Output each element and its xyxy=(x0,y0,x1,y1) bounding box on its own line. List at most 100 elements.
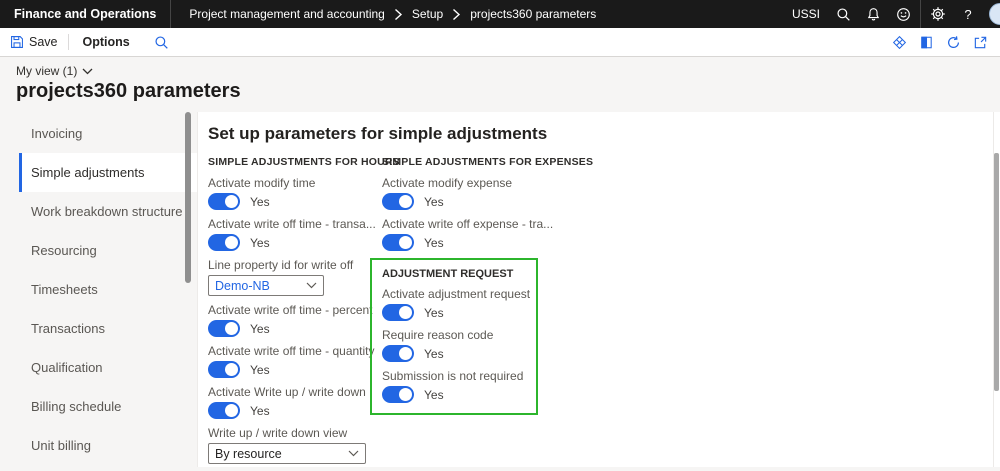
toggle-activate-write-up-write-down[interactable] xyxy=(208,402,240,419)
chevron-down-icon xyxy=(306,282,317,289)
field-label: Submission is not required xyxy=(382,369,524,383)
adjustment-request-group: ADJUSTMENT REQUEST Activate adjustment r… xyxy=(370,258,538,415)
page-title: projects360 parameters xyxy=(16,80,241,102)
column-header-expenses: SIMPLE ADJUSTMENTS FOR EXPENSES xyxy=(382,156,594,168)
vertical-tab-list: Invoicing Simple adjustments Work breakd… xyxy=(0,112,197,467)
field-label: Activate modify expense xyxy=(382,176,513,190)
search-icon[interactable] xyxy=(828,0,858,28)
sidebar-item-billing-schedule[interactable]: Billing schedule xyxy=(31,399,122,414)
options-menu-button[interactable]: Options xyxy=(82,35,130,49)
sidebar-item-work-breakdown-structure[interactable]: Work breakdown structure xyxy=(31,204,183,219)
sidebar-item-unit-billing[interactable]: Unit billing xyxy=(31,438,91,453)
save-button[interactable]: Save xyxy=(0,28,68,56)
toggle-require-reason-code[interactable] xyxy=(382,345,414,362)
environment-label[interactable]: USSI xyxy=(791,7,820,21)
chevron-down-icon xyxy=(348,450,359,457)
sidebar-item-transactions[interactable]: Transactions xyxy=(31,321,105,336)
topbar-divider xyxy=(920,0,921,28)
breadcrumb-page[interactable]: projects360 parameters xyxy=(470,7,597,21)
save-icon xyxy=(10,35,24,49)
toggle-submission-not-required[interactable] xyxy=(382,386,414,403)
view-selector[interactable]: My view (1) xyxy=(16,64,93,78)
actionbar-right-icons xyxy=(892,35,1000,50)
toggle-value: Yes xyxy=(424,235,444,250)
view-selector-label: My view (1) xyxy=(16,64,78,78)
line-property-combobox[interactable]: Demo-NB xyxy=(208,275,324,296)
field-label: Activate write off expense - tra... xyxy=(382,217,554,231)
toggle-value: Yes xyxy=(424,346,444,361)
field-line-property-id: Line property id for write off Demo-NB xyxy=(208,258,382,296)
sidebar-item-simple-adjustments[interactable]: Simple adjustments xyxy=(19,153,197,192)
chevron-right-icon xyxy=(452,8,461,21)
sidebar-item-qualification[interactable]: Qualification xyxy=(31,360,103,375)
field-submission-not-required: Submission is not required Yes xyxy=(382,369,526,403)
field-activate-write-off-time-percent: Activate write off time - percent Yes xyxy=(208,303,382,337)
sidebar-item-timesheets[interactable]: Timesheets xyxy=(31,282,98,297)
toggle-value: Yes xyxy=(424,305,444,320)
breadcrumb-setup[interactable]: Setup xyxy=(411,7,444,21)
open-in-new-window-icon[interactable] xyxy=(973,35,988,50)
field-activate-write-off-expense-transaction: Activate write off expense - tra... Yes xyxy=(382,217,1000,251)
toggle-knob xyxy=(399,347,412,360)
topbar-divider xyxy=(170,0,172,28)
toggle-value: Yes xyxy=(250,403,270,418)
field-label: Activate Write up / write down xyxy=(208,385,366,399)
gear-icon[interactable] xyxy=(923,0,953,28)
field-label: Activate write off time - quantity xyxy=(208,344,375,358)
toggle-value: Yes xyxy=(250,362,270,377)
book-icon[interactable] xyxy=(919,35,934,50)
field-activate-adjustment-request: Activate adjustment request Yes xyxy=(382,287,530,321)
chevron-right-icon xyxy=(394,8,403,21)
field-label: Activate write off time - percent xyxy=(208,303,373,317)
toggle-value: Yes xyxy=(250,321,270,336)
sidebar-item-resourcing[interactable]: Resourcing xyxy=(31,243,97,258)
column-expenses: SIMPLE ADJUSTMENTS FOR EXPENSES Activate… xyxy=(370,156,1000,471)
toggle-knob xyxy=(225,195,238,208)
toggle-value: Yes xyxy=(250,194,270,209)
toggle-knob xyxy=(225,363,238,376)
toggle-knob xyxy=(399,236,412,249)
combobox-value: Demo-NB xyxy=(215,278,270,293)
toggle-value: Yes xyxy=(424,194,444,209)
field-label: Write up / write down view xyxy=(208,426,348,440)
smiley-icon[interactable] xyxy=(888,0,918,28)
field-require-reason-code: Require reason code Yes xyxy=(382,328,526,362)
save-button-label: Save xyxy=(29,35,58,49)
field-write-up-down-view: Write up / write down view By resource xyxy=(208,426,382,464)
breadcrumb-module[interactable]: Project management and accounting xyxy=(189,7,385,21)
toggle-activate-write-off-expense-transaction[interactable] xyxy=(382,234,414,251)
section-heading: Set up parameters for simple adjustments xyxy=(208,124,548,143)
action-bar: Save Options xyxy=(0,28,1000,57)
toggle-activate-modify-expense[interactable] xyxy=(382,193,414,210)
app-title[interactable]: Finance and Operations xyxy=(14,7,157,21)
actionbar-search-icon[interactable] xyxy=(144,35,179,50)
refresh-icon[interactable] xyxy=(946,35,961,50)
write-up-down-view-combobox[interactable]: By resource xyxy=(208,443,366,464)
page-scrollbar[interactable] xyxy=(994,153,999,391)
field-activate-write-up-write-down: Activate Write up / write down Yes xyxy=(208,385,382,419)
toggle-activate-modify-time[interactable] xyxy=(208,193,240,210)
toggle-knob xyxy=(225,236,238,249)
toggle-knob xyxy=(225,404,238,417)
column-header-hours: SIMPLE ADJUSTMENTS FOR HOURS xyxy=(208,156,400,168)
field-activate-write-off-time-transaction: Activate write off time - transa... Yes xyxy=(208,217,382,251)
sidebar-item-invoicing[interactable]: Invoicing xyxy=(31,126,83,141)
toggle-activate-adjustment-request[interactable] xyxy=(382,304,414,321)
toggle-activate-write-off-time-quantity[interactable] xyxy=(208,361,240,378)
toggle-knob xyxy=(399,388,412,401)
field-activate-write-off-time-quantity: Activate write off time - quantity Yes xyxy=(208,344,382,378)
sidebar-scrollbar[interactable] xyxy=(185,112,191,283)
field-label: Require reason code xyxy=(382,328,494,342)
toggle-activate-write-off-time-transaction[interactable] xyxy=(208,234,240,251)
field-columns: SIMPLE ADJUSTMENTS FOR HOURS Activate mo… xyxy=(208,156,1000,471)
toggle-knob xyxy=(225,322,238,335)
toggle-knob xyxy=(399,195,412,208)
avatar[interactable] xyxy=(989,3,1000,25)
bell-icon[interactable] xyxy=(858,0,888,28)
toggle-activate-write-off-time-percent[interactable] xyxy=(208,320,240,337)
adjustment-request-header: ADJUSTMENT REQUEST xyxy=(382,268,514,280)
help-icon[interactable]: ? xyxy=(964,6,972,22)
breadcrumb: Project management and accounting Setup … xyxy=(189,7,596,21)
top-nav-bar: Finance and Operations Project managemen… xyxy=(0,0,1000,28)
workspace-diamond-icon[interactable] xyxy=(892,35,907,50)
